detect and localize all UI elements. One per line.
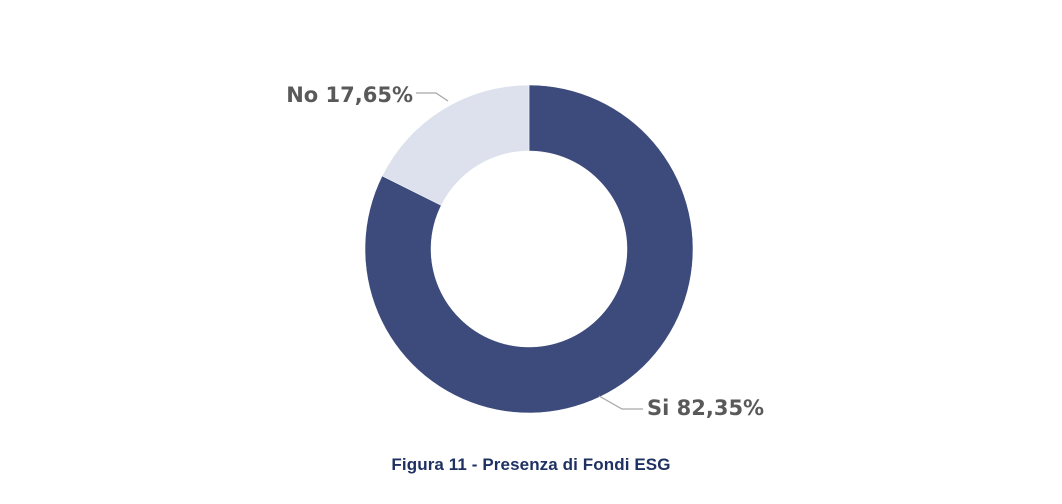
slice-no bbox=[381, 84, 530, 206]
donut-slices bbox=[364, 84, 694, 414]
leader-line-no bbox=[416, 92, 449, 102]
data-label-no: No 17,65% bbox=[286, 83, 413, 107]
leader-line-si bbox=[598, 395, 643, 410]
leader-lines bbox=[416, 92, 643, 410]
figure-caption: Figura 11 - Presenza di Fondi ESG bbox=[391, 455, 671, 474]
slice-si bbox=[364, 84, 694, 414]
data-label-si: Si 82,35% bbox=[647, 396, 764, 420]
data-labels: Si 82,35% No 17,65% bbox=[286, 83, 764, 420]
